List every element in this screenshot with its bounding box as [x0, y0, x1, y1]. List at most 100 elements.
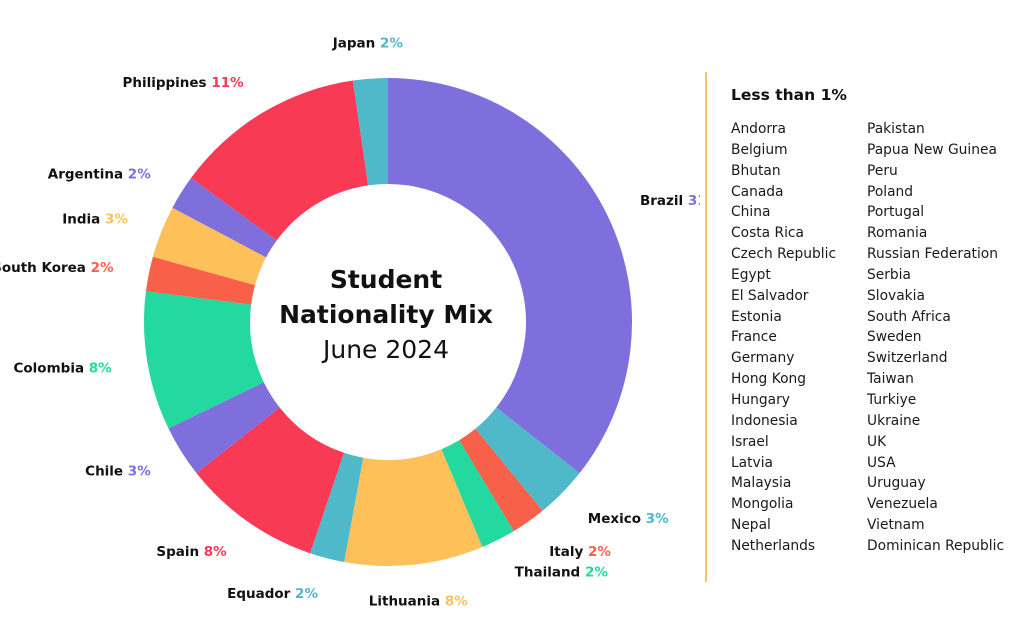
- slice-lithuania: [344, 449, 483, 566]
- slice-argentina: [172, 177, 277, 258]
- country-item-right: Sweden: [867, 329, 922, 346]
- slice-chile: [168, 382, 280, 474]
- country-item-right: Portugal: [867, 204, 925, 221]
- country-item-left: Nepal: [731, 517, 771, 534]
- slice-label-italy: Italy 2%: [549, 544, 611, 560]
- country-item-right: Romania: [867, 225, 928, 242]
- country-item-right: Vietnam: [867, 517, 925, 534]
- slice-label-india: India 3%: [62, 211, 128, 227]
- slice-label-name: Equador: [227, 586, 295, 602]
- less-than-heading: Less than 1%: [731, 86, 847, 104]
- slice-label-value: 3%: [128, 464, 151, 480]
- less-than-list-right: Pakistan Papua New Guinea Peru Poland Portug…: [867, 119, 1004, 557]
- slice-label-name: South Korea: [0, 260, 91, 276]
- slice-mexico: [475, 407, 580, 511]
- slice-label-name: Thailand: [515, 565, 585, 581]
- slice-label-chile: Chile 3%: [85, 464, 151, 480]
- slice-label-name: Colombia: [14, 360, 89, 376]
- country-item-left: Estonia: [731, 308, 782, 325]
- slice-japan: [352, 78, 388, 186]
- country-item-left: Hong Kong: [731, 371, 807, 388]
- country-item-left: Canada: [731, 183, 784, 200]
- slice-colombia: [144, 291, 264, 429]
- slice-india: [152, 207, 267, 286]
- chart-title-line-2: Nationality Mix: [279, 300, 493, 329]
- less-than-list-left: Andorra Belgium Bhutan Canada China Costa Ric…: [731, 119, 836, 557]
- country-item-left: Belgium: [731, 141, 788, 158]
- country-item-right: Uruguay: [867, 475, 926, 492]
- slice-label-value: 2%: [380, 36, 403, 52]
- slice-label-value: 2%: [128, 166, 151, 182]
- divider-line: [705, 72, 707, 582]
- slice-label-colombia: Colombia 8%: [14, 360, 113, 376]
- slice-label-thailand: Thailand 2%: [515, 565, 609, 581]
- slice-label-value: 2%: [588, 544, 611, 560]
- slice-label-name: Italy: [549, 544, 588, 560]
- country-item-left: Israel: [731, 433, 769, 450]
- country-item-left: Latvia: [731, 454, 774, 471]
- slice-label-argentina: Argentina 2%: [48, 166, 151, 182]
- country-item-right: Papua New Guinea: [867, 141, 997, 158]
- country-item-right: Poland: [867, 183, 914, 200]
- slice-label-value: 11%: [211, 75, 244, 91]
- slice-italy: [459, 428, 543, 532]
- country-item-right: Russian Federation: [867, 246, 998, 263]
- slice-label-brazil: Brazil 31%: [640, 193, 700, 209]
- slice-philippines: [191, 80, 369, 241]
- country-item-right: Serbia: [867, 266, 911, 283]
- slice-label-value: 2%: [295, 586, 318, 602]
- slice-label-value: 2%: [91, 260, 114, 276]
- slice-thailand: [441, 440, 514, 548]
- country-item-right: Switzerland: [867, 350, 948, 367]
- slice-labels: Brazil 31%Mexico 3%Italy 2%Thailand 2%Li…: [0, 36, 700, 610]
- country-item-right: USA: [867, 454, 896, 471]
- slice-label-spain: Spain 8%: [156, 544, 227, 560]
- country-item-left: Hungary: [731, 391, 790, 408]
- slice-label-value: 8%: [445, 593, 468, 609]
- country-item-left: Netherlands: [731, 537, 816, 554]
- country-item-right: Venezuela: [867, 496, 938, 513]
- country-item-left: China: [731, 204, 771, 221]
- chart-title-line-1: Student: [330, 265, 442, 294]
- chart-subtitle: June 2024: [321, 335, 449, 364]
- slice-label-name: Japan: [332, 36, 380, 52]
- country-item-right: Taiwan: [867, 371, 914, 388]
- country-item-left: Costa Rica: [731, 225, 804, 242]
- country-item-left: Germany: [731, 350, 795, 367]
- slice-label-value: 31%: [688, 193, 700, 209]
- donut-slices: [144, 78, 632, 566]
- country-item-left: Indonesia: [731, 412, 798, 429]
- country-item-right: Turkiye: [867, 391, 917, 408]
- slice-label-name: Mexico: [588, 511, 646, 527]
- slice-label-name: Spain: [156, 544, 203, 560]
- country-item-left: France: [731, 329, 777, 346]
- slice-label-value: 2%: [585, 565, 608, 581]
- country-item-right: Slovakia: [867, 287, 925, 304]
- country-item-left: Mongolia: [731, 496, 794, 513]
- country-item-right: UK: [867, 433, 887, 450]
- slice-label-name: India: [62, 211, 105, 227]
- donut-chart: Brazil 31%Mexico 3%Italy 2%Thailand 2%Li…: [0, 36, 700, 610]
- country-item-left: Malaysia: [731, 475, 792, 492]
- country-item-right: Pakistan: [867, 121, 925, 137]
- slice-equador: [310, 452, 364, 563]
- country-item-right: South Africa: [867, 308, 951, 325]
- slice-label-name: Philippines: [122, 75, 211, 91]
- country-item-left: Czech Republic: [731, 246, 837, 263]
- slice-brazil: [388, 78, 632, 474]
- country-item-left: Bhutan: [731, 162, 781, 179]
- country-item-right: Ukraine: [867, 412, 921, 429]
- slice-label-value: 3%: [105, 211, 128, 227]
- slice-south-korea: [145, 256, 256, 305]
- slice-label-philippines: Philippines 11%: [122, 75, 244, 91]
- slice-label-value: 8%: [89, 360, 112, 376]
- country-item-left: Egypt: [731, 266, 771, 283]
- country-item-right: Peru: [867, 162, 898, 179]
- country-item-right: Dominican Republic: [867, 537, 1005, 554]
- slice-label-name: Lithuania: [369, 593, 445, 609]
- slice-label-japan: Japan 2%: [332, 36, 404, 52]
- country-item-left: Andorra: [731, 121, 786, 137]
- country-item-left: El Salvador: [731, 287, 809, 304]
- slice-spain: [196, 407, 344, 554]
- slice-label-mexico: Mexico 3%: [588, 511, 669, 527]
